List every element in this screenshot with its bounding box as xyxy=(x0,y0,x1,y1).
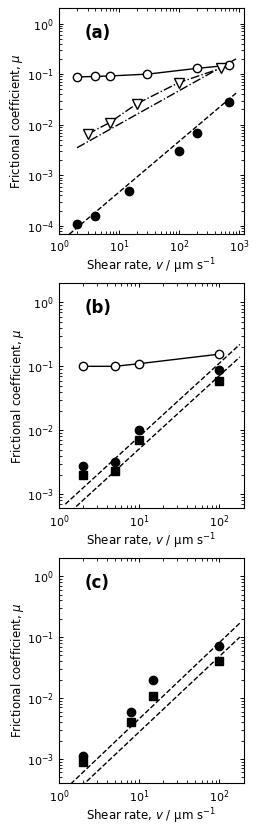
Text: (b): (b) xyxy=(85,299,112,317)
Y-axis label: Frictional coefficient, $\mu$: Frictional coefficient, $\mu$ xyxy=(8,53,25,189)
Text: (a): (a) xyxy=(85,24,111,42)
Text: (c): (c) xyxy=(85,574,110,591)
X-axis label: Shear rate, $\it{v}$ / μm s$^{-1}$: Shear rate, $\it{v}$ / μm s$^{-1}$ xyxy=(86,806,216,826)
Y-axis label: Frictional coefficient, $\mu$: Frictional coefficient, $\mu$ xyxy=(9,328,26,464)
X-axis label: Shear rate, $\it{v}$ / μm s$^{-1}$: Shear rate, $\it{v}$ / μm s$^{-1}$ xyxy=(86,257,216,276)
Y-axis label: Frictional coefficient, $\mu$: Frictional coefficient, $\mu$ xyxy=(9,603,26,738)
X-axis label: Shear rate, $\it{v}$ / μm s$^{-1}$: Shear rate, $\it{v}$ / μm s$^{-1}$ xyxy=(86,531,216,551)
